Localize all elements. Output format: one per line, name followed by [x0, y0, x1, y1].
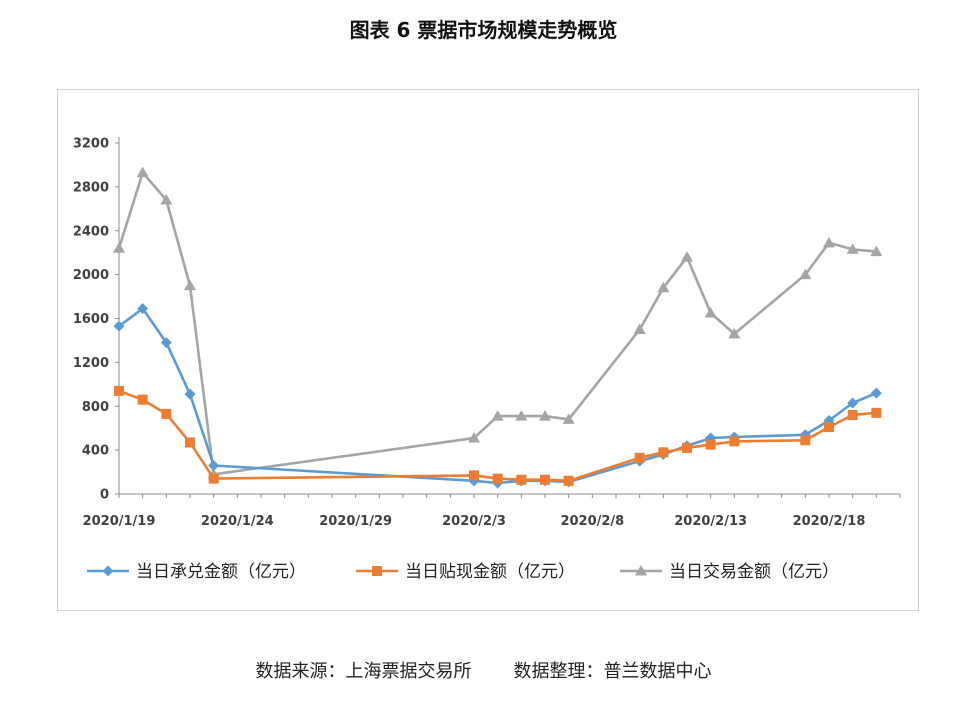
y-tick-label: 800	[82, 400, 109, 415]
data-point	[184, 388, 196, 400]
data-point	[113, 242, 125, 253]
y-tick-label: 1200	[73, 356, 109, 371]
chart-frame	[57, 89, 919, 611]
x-tick-label: 2020/2/18	[793, 514, 866, 529]
y-tick-label: 2800	[73, 180, 109, 195]
legend-label: 当日承兑金额（亿元）	[136, 562, 306, 582]
legend-item-3: 当日交易金额（亿元）	[620, 562, 839, 582]
data-point	[539, 410, 551, 421]
data-point	[562, 413, 575, 424]
source-line: 数据来源：上海票据交易所 数据整理：普兰数据中心	[0, 657, 967, 683]
legend-label: 当日贴现金额（亿元）	[405, 562, 575, 582]
data-point	[870, 387, 882, 399]
data-point	[847, 410, 858, 421]
data-point	[185, 437, 195, 448]
data-source: 数据来源：上海票据交易所	[255, 661, 472, 682]
chart-series	[113, 166, 883, 489]
y-tick-label: 2400	[73, 224, 109, 239]
data-point	[729, 436, 740, 447]
data-point	[705, 439, 716, 450]
data-point	[800, 435, 811, 446]
chart-legend: 当日承兑金额（亿元） 当日贴现金额（亿元） 当日交易金额（亿元）	[87, 562, 839, 582]
data-point	[870, 245, 883, 257]
x-tick-label: 2020/2/8	[560, 514, 624, 529]
data-point	[469, 470, 479, 481]
chart-title: 图表 6 票据市场规模走势概览	[349, 18, 618, 42]
data-point	[491, 410, 504, 421]
data-point	[846, 243, 859, 254]
x-tick-label: 2020/1/24	[201, 514, 274, 529]
y-tick-label: 0	[100, 488, 109, 503]
data-point	[847, 397, 859, 409]
legend-item-2: 当日贴现金额（亿元）	[356, 562, 575, 582]
data-point	[137, 394, 148, 405]
data-point	[658, 447, 669, 458]
data-point	[634, 452, 645, 463]
data-point	[161, 408, 172, 419]
x-tick-label: 2020/2/3	[442, 514, 506, 529]
data-point	[114, 385, 124, 396]
y-tick-label: 400	[82, 444, 109, 459]
data-point	[160, 194, 173, 205]
x-tick-label: 2020/1/29	[319, 514, 392, 529]
data-point	[516, 474, 527, 485]
data-point	[799, 268, 812, 280]
data-point	[468, 432, 480, 443]
data-point	[113, 320, 125, 332]
data-point	[137, 303, 149, 315]
data-point	[657, 281, 670, 293]
x-tick-label: 2020/1/19	[83, 514, 156, 529]
data-compiler: 数据整理：普兰数据中心	[513, 661, 712, 682]
legend-marker	[372, 566, 382, 576]
data-point	[824, 422, 834, 433]
data-point	[160, 337, 172, 349]
data-point	[633, 323, 646, 334]
data-point	[208, 473, 219, 484]
chart-axes: 0 400 800 1200 1600 2000 2400 2800 3200 2020/1/19…	[73, 137, 901, 529]
data-point	[682, 442, 692, 453]
data-point	[136, 166, 149, 178]
data-point	[540, 474, 550, 485]
data-point	[184, 279, 196, 291]
series-2	[114, 385, 882, 486]
data-point	[515, 410, 528, 421]
legend-marker	[635, 565, 647, 576]
data-point	[823, 236, 835, 248]
legend-item-1: 当日承兑金额（亿元）	[87, 562, 306, 582]
data-point	[563, 475, 574, 486]
x-tick-label: 2020/2/13	[674, 514, 747, 529]
data-point	[681, 251, 693, 262]
y-tick-label: 1600	[73, 312, 109, 327]
legend-marker	[102, 565, 114, 577]
series-1	[113, 303, 882, 489]
series-line	[117, 171, 877, 476]
data-point	[728, 327, 741, 339]
data-point	[871, 407, 882, 418]
legend-label: 当日交易金额（亿元）	[669, 562, 839, 582]
data-point	[492, 473, 503, 484]
data-point	[704, 307, 717, 318]
series-line	[118, 307, 877, 485]
y-tick-label: 2000	[73, 268, 109, 283]
data-point	[208, 459, 220, 471]
series-3	[113, 166, 883, 479]
y-tick-label: 3200	[73, 137, 109, 152]
